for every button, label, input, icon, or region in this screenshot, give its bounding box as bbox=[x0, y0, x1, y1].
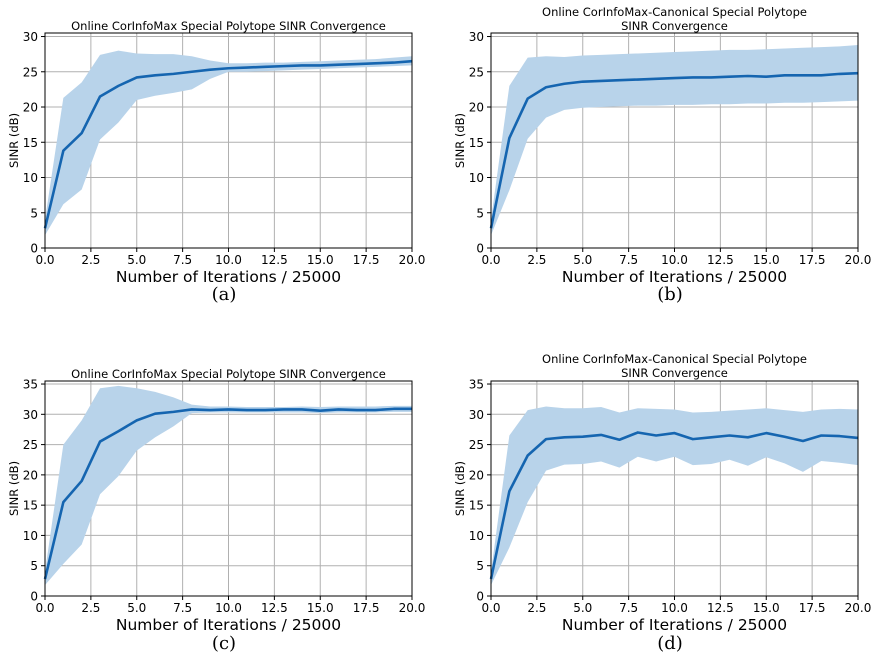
x-tick-label: 5.0 bbox=[127, 253, 146, 267]
series-line bbox=[43, 59, 413, 229]
y-tick-label: 25 bbox=[469, 65, 484, 79]
chart-title: SINR Convergence bbox=[621, 19, 728, 33]
x-tick-label: 10.0 bbox=[215, 601, 242, 615]
x-tick-label: 0.0 bbox=[481, 601, 500, 615]
y-axis-label: SINR (dB) bbox=[453, 113, 467, 168]
x-tick-label: 0.0 bbox=[35, 253, 54, 267]
x-tick-label: 17.5 bbox=[353, 253, 380, 267]
y-tick-label: 30 bbox=[469, 408, 484, 422]
y-tick-label: 0 bbox=[30, 242, 38, 256]
chart-title: Online CorInfoMax-Canonical Special Poly… bbox=[542, 5, 807, 19]
x-tick-label: 7.5 bbox=[619, 253, 638, 267]
y-axis-label: SINR (dB) bbox=[7, 113, 21, 168]
x-tick-label: 20.0 bbox=[845, 253, 872, 267]
x-tick-label: 15.0 bbox=[753, 601, 780, 615]
y-tick-label: 10 bbox=[23, 529, 38, 543]
x-tick-label: 2.5 bbox=[527, 601, 546, 615]
x-tick-label: 12.5 bbox=[261, 601, 288, 615]
x-tick-label: 2.5 bbox=[81, 601, 100, 615]
x-tick-label: 10.0 bbox=[661, 253, 688, 267]
y-tick-label: 0 bbox=[476, 590, 484, 604]
x-tick-label: 0.0 bbox=[35, 601, 54, 615]
chart-panel-3: 0.0 2.5 5.0 7.5 10.0 12.5 15.0 17.5 20.0 0 5 10 15 20… bbox=[7, 367, 425, 634]
y-tick-label: 5 bbox=[476, 206, 484, 220]
x-tick-label: 10.0 bbox=[661, 601, 688, 615]
y-axis-label: SINR (dB) bbox=[453, 461, 467, 516]
series-line bbox=[43, 407, 412, 580]
y-tick-label: 25 bbox=[23, 438, 38, 452]
x-tick-label: 17.5 bbox=[799, 601, 826, 615]
confidence-band bbox=[45, 50, 412, 236]
x-tick-label: 20.0 bbox=[845, 601, 872, 615]
x-axis-label: Number of Iterations / 25000 bbox=[116, 616, 341, 634]
x-tick-label: 2.5 bbox=[527, 253, 546, 267]
confidence-band bbox=[491, 406, 858, 586]
y-tick-label: 30 bbox=[469, 30, 484, 44]
y-tick-label: 5 bbox=[30, 206, 38, 220]
chart-panel-2: 0.0 2.5 5.0 7.5 10.0 12.5 15.0 17.5 20.0 0 5 10 15 20… bbox=[453, 5, 871, 286]
x-tick-label: 5.0 bbox=[573, 253, 592, 267]
x-tick-label: 7.5 bbox=[619, 601, 638, 615]
y-tick-label: 20 bbox=[23, 468, 38, 482]
x-tick-label: 15.0 bbox=[753, 253, 780, 267]
y-tick-label: 20 bbox=[469, 468, 484, 482]
panel-caption: (a) bbox=[211, 284, 237, 305]
y-tick-label: 0 bbox=[30, 590, 38, 604]
x-axis-label: Number of Iterations / 25000 bbox=[562, 268, 787, 286]
y-tick-label: 20 bbox=[23, 101, 38, 115]
chart-panel-1: 0.0 2.5 5.0 7.5 10.0 12.5 15.0 17.5 20.0 0 5 10 15 20… bbox=[7, 19, 425, 286]
x-tick-label: 15.0 bbox=[307, 253, 334, 267]
x-tick-label: 20.0 bbox=[399, 253, 426, 267]
y-tick-label: 15 bbox=[469, 136, 484, 150]
x-tick-label: 2.5 bbox=[81, 253, 100, 267]
x-tick-label: 12.5 bbox=[707, 253, 734, 267]
y-tick-label: 10 bbox=[469, 171, 484, 185]
y-axis-label: SINR (dB) bbox=[7, 461, 21, 516]
x-tick-label: 17.5 bbox=[799, 253, 826, 267]
x-tick-label: 0.0 bbox=[481, 253, 500, 267]
chart-title: Online CorInfoMax Special Polytope SINR … bbox=[71, 19, 386, 33]
y-tick-label: 35 bbox=[469, 378, 484, 392]
series-line bbox=[489, 431, 859, 580]
confidence-band bbox=[45, 385, 412, 586]
series-line bbox=[489, 71, 859, 229]
x-tick-label: 17.5 bbox=[353, 601, 380, 615]
y-tick-label: 15 bbox=[23, 499, 38, 513]
x-tick-label: 7.5 bbox=[173, 601, 192, 615]
y-tick-label: 15 bbox=[469, 499, 484, 513]
x-tick-label: 20.0 bbox=[399, 601, 426, 615]
y-tick-label: 35 bbox=[23, 378, 38, 392]
panel-caption: (b) bbox=[657, 284, 683, 305]
x-axis-label: Number of Iterations / 25000 bbox=[116, 268, 341, 286]
x-tick-label: 12.5 bbox=[707, 601, 734, 615]
y-tick-label: 25 bbox=[469, 438, 484, 452]
y-tick-label: 5 bbox=[30, 559, 38, 573]
y-tick-label: 30 bbox=[23, 30, 38, 44]
confidence-band bbox=[491, 44, 858, 236]
y-tick-label: 0 bbox=[476, 242, 484, 256]
y-tick-label: 30 bbox=[23, 408, 38, 422]
x-tick-label: 12.5 bbox=[261, 253, 288, 267]
x-axis-label: Number of Iterations / 25000 bbox=[562, 616, 787, 634]
y-tick-label: 10 bbox=[469, 529, 484, 543]
chart-title: SINR Convergence bbox=[621, 366, 728, 380]
panel-caption: (c) bbox=[211, 633, 237, 654]
x-tick-label: 10.0 bbox=[215, 253, 242, 267]
chart-panel-4: 0.0 2.5 5.0 7.5 10.0 12.5 15.0 17.5 20.0 0 5 10 15 20… bbox=[453, 352, 871, 634]
y-tick-label: 25 bbox=[23, 65, 38, 79]
y-tick-label: 15 bbox=[23, 136, 38, 150]
chart-title: Online CorInfoMax Special Polytope SINR … bbox=[71, 367, 386, 381]
y-tick-label: 5 bbox=[476, 559, 484, 573]
x-tick-label: 15.0 bbox=[307, 601, 334, 615]
y-tick-label: 20 bbox=[469, 101, 484, 115]
x-tick-label: 7.5 bbox=[173, 253, 192, 267]
x-tick-label: 5.0 bbox=[127, 601, 146, 615]
y-tick-label: 10 bbox=[23, 171, 38, 185]
x-tick-label: 5.0 bbox=[573, 601, 592, 615]
panel-caption: (d) bbox=[657, 633, 683, 654]
chart-title: Online CorInfoMax-Canonical Special Poly… bbox=[542, 352, 807, 366]
